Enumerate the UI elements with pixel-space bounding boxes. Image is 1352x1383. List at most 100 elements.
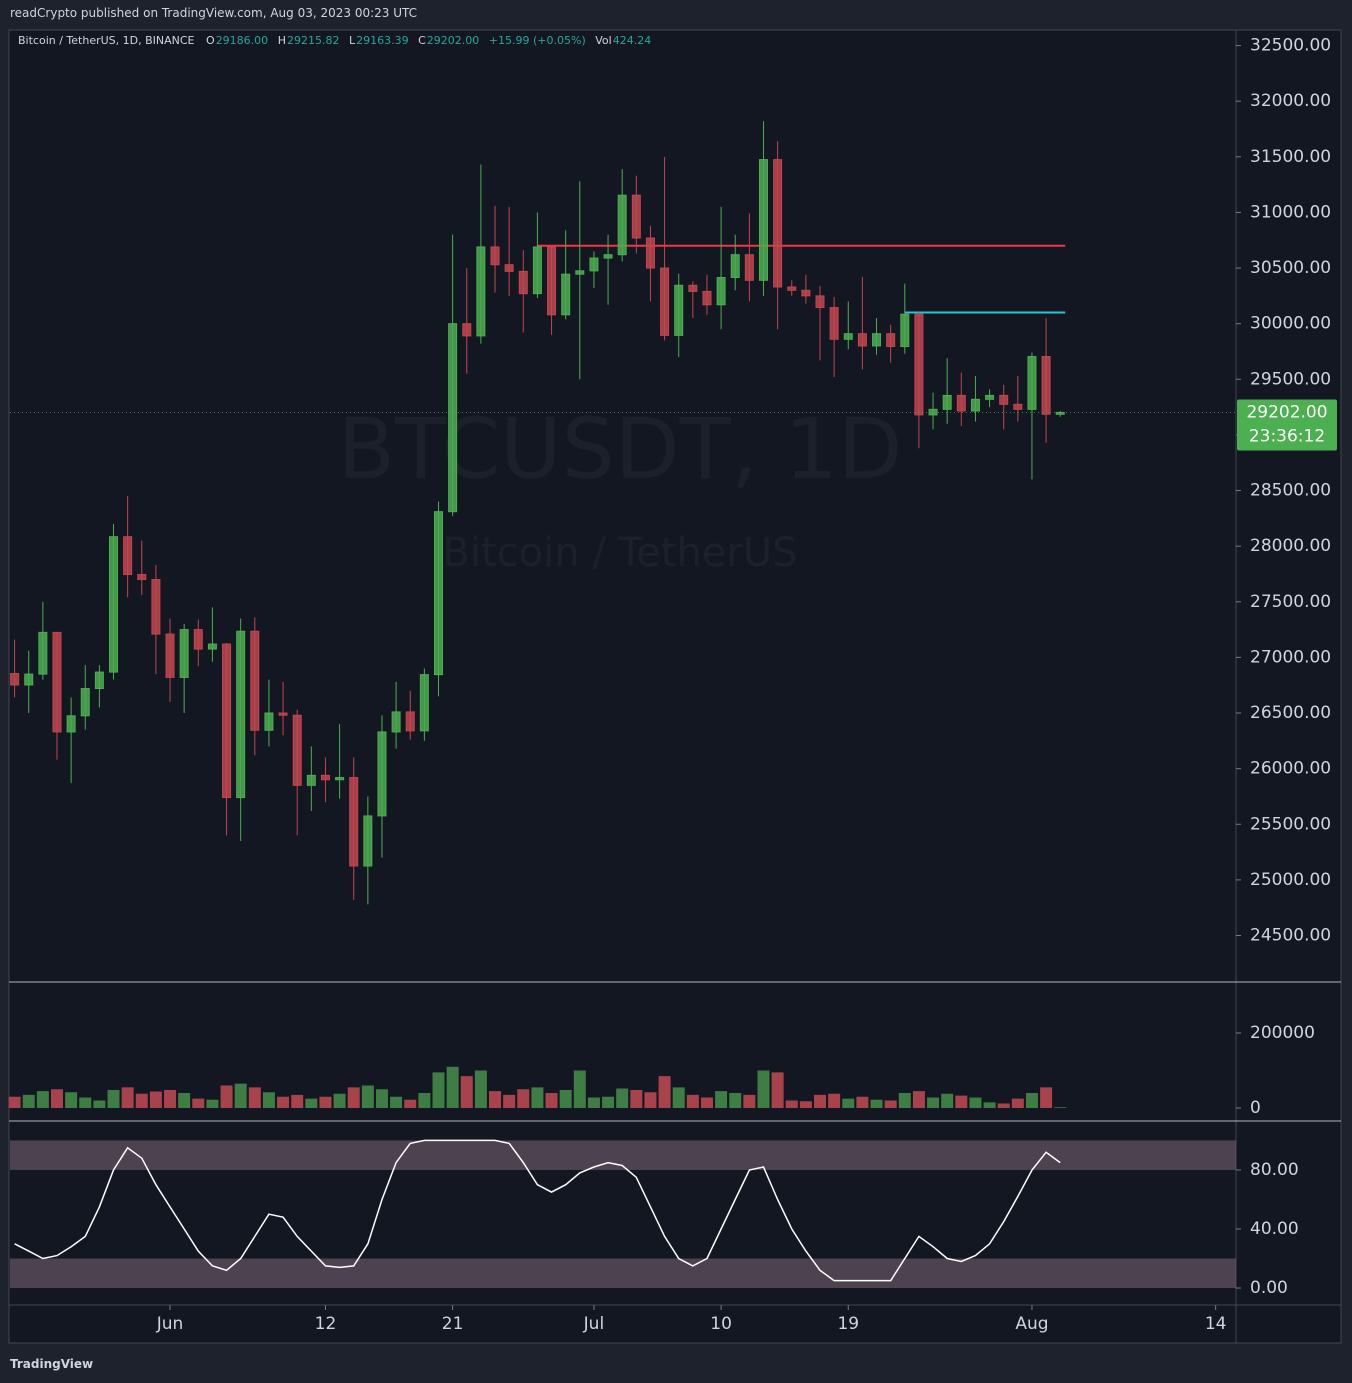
candle-body xyxy=(278,712,288,716)
y-tick-label: 29500.00 xyxy=(1250,369,1331,389)
candle-body xyxy=(10,673,20,686)
candle-body xyxy=(66,715,76,733)
volume-bar xyxy=(1054,1107,1067,1108)
volume-bar xyxy=(277,1096,290,1108)
y-tick-label: 25000.00 xyxy=(1250,870,1331,890)
volume-bar xyxy=(941,1093,954,1108)
candle-body xyxy=(985,394,995,400)
volume-bar xyxy=(319,1096,332,1108)
candle-body xyxy=(80,688,90,717)
volume-bar xyxy=(700,1097,713,1108)
y-tick-label: 25500.00 xyxy=(1250,814,1331,834)
volume-bar xyxy=(616,1088,629,1108)
high-value: 29215.82 xyxy=(286,34,340,47)
candle-body xyxy=(123,536,133,576)
volume-bar xyxy=(178,1093,191,1108)
last-price-label: 29202.00 xyxy=(1246,402,1327,422)
candle-body xyxy=(504,264,514,272)
x-tick-label: 19 xyxy=(837,1314,859,1334)
volume-bar xyxy=(474,1070,487,1108)
volume-bar xyxy=(347,1087,360,1108)
countdown-label: 23:36:12 xyxy=(1249,426,1325,446)
candle-body xyxy=(476,246,486,337)
volume-bar xyxy=(715,1091,728,1108)
volume-bar xyxy=(206,1099,219,1108)
volume-bar xyxy=(107,1090,120,1108)
candle-body xyxy=(773,159,783,288)
y-tick-label: 31500.00 xyxy=(1250,147,1331,167)
volume-bar xyxy=(93,1100,106,1108)
candle-body xyxy=(872,333,882,347)
oscillator-line xyxy=(14,1139,1061,1282)
candle-body xyxy=(674,284,684,336)
volume-bar xyxy=(856,1096,869,1108)
volume-bar xyxy=(390,1096,403,1108)
candle-body xyxy=(928,408,938,416)
zone xyxy=(10,1258,1236,1289)
volume-bar xyxy=(573,1070,586,1108)
y-tick-label: 30000.00 xyxy=(1250,314,1331,334)
candle-body xyxy=(490,246,500,266)
y-tick-label: 26000.00 xyxy=(1250,759,1331,779)
candle-body xyxy=(787,286,797,291)
close-value: 29202.00 xyxy=(426,34,480,47)
volume-bar xyxy=(460,1076,473,1108)
volume-bar xyxy=(375,1089,388,1108)
y-tick-label: 28000.00 xyxy=(1250,536,1331,556)
candle-body xyxy=(137,574,147,581)
candle-body xyxy=(405,711,415,732)
volume-bar xyxy=(446,1066,459,1108)
volume-bar xyxy=(79,1097,92,1108)
y-tick-label: 0 xyxy=(1250,1098,1261,1118)
volume-bar xyxy=(630,1090,643,1108)
volume-bar xyxy=(672,1087,685,1108)
candle-body xyxy=(377,731,387,817)
volume-bar xyxy=(1025,1093,1038,1108)
volume-bar xyxy=(842,1098,855,1108)
candle-body xyxy=(956,394,966,412)
low-value: 29163.39 xyxy=(356,34,409,47)
x-tick-label: 10 xyxy=(710,1314,732,1334)
candle-body xyxy=(193,629,203,650)
candle-body xyxy=(575,270,585,275)
legend: Bitcoin / TetherUS, 1D, BINANCE O29186.0… xyxy=(18,34,657,47)
volume-bar xyxy=(65,1092,78,1108)
volume-bar xyxy=(121,1087,134,1108)
candle-body xyxy=(900,313,910,347)
volume-bar xyxy=(36,1091,49,1108)
x-tick-label: 21 xyxy=(442,1314,464,1334)
open-label: O xyxy=(206,34,215,47)
volume-bar xyxy=(305,1098,318,1108)
volume-bar xyxy=(1011,1098,1024,1108)
volume-bar xyxy=(743,1094,756,1108)
published-note: readCrypto published on TradingView.com,… xyxy=(10,6,418,20)
volume-bar xyxy=(489,1091,502,1108)
high-label: H xyxy=(277,34,286,47)
volume-bar xyxy=(644,1092,657,1108)
candle-body xyxy=(151,579,161,635)
volume-bar xyxy=(912,1091,925,1108)
volume-bar xyxy=(799,1101,812,1108)
volume-label: Vol xyxy=(595,34,612,47)
candle-body xyxy=(603,254,613,259)
x-tick-label: 14 xyxy=(1205,1314,1227,1334)
candle-body xyxy=(716,277,726,306)
watermark: BTCUSDT, 1D xyxy=(338,400,903,498)
volume-bar xyxy=(262,1092,275,1108)
candle-body xyxy=(1013,403,1023,410)
volume-bar xyxy=(587,1097,600,1108)
volume-bar xyxy=(8,1096,21,1108)
candle-body xyxy=(801,289,811,297)
volume-bar xyxy=(814,1094,827,1108)
volume-bar xyxy=(432,1072,445,1108)
y-tick-label: 200000 xyxy=(1250,1023,1315,1043)
x-tick-label: Aug xyxy=(1015,1314,1048,1334)
volume-bar xyxy=(658,1076,671,1108)
volume-bar xyxy=(220,1085,233,1108)
volume-bar xyxy=(22,1094,35,1108)
candle-body xyxy=(434,511,443,676)
volume-bar xyxy=(135,1093,148,1108)
candle-body xyxy=(320,774,330,781)
volume-bar xyxy=(192,1098,205,1108)
